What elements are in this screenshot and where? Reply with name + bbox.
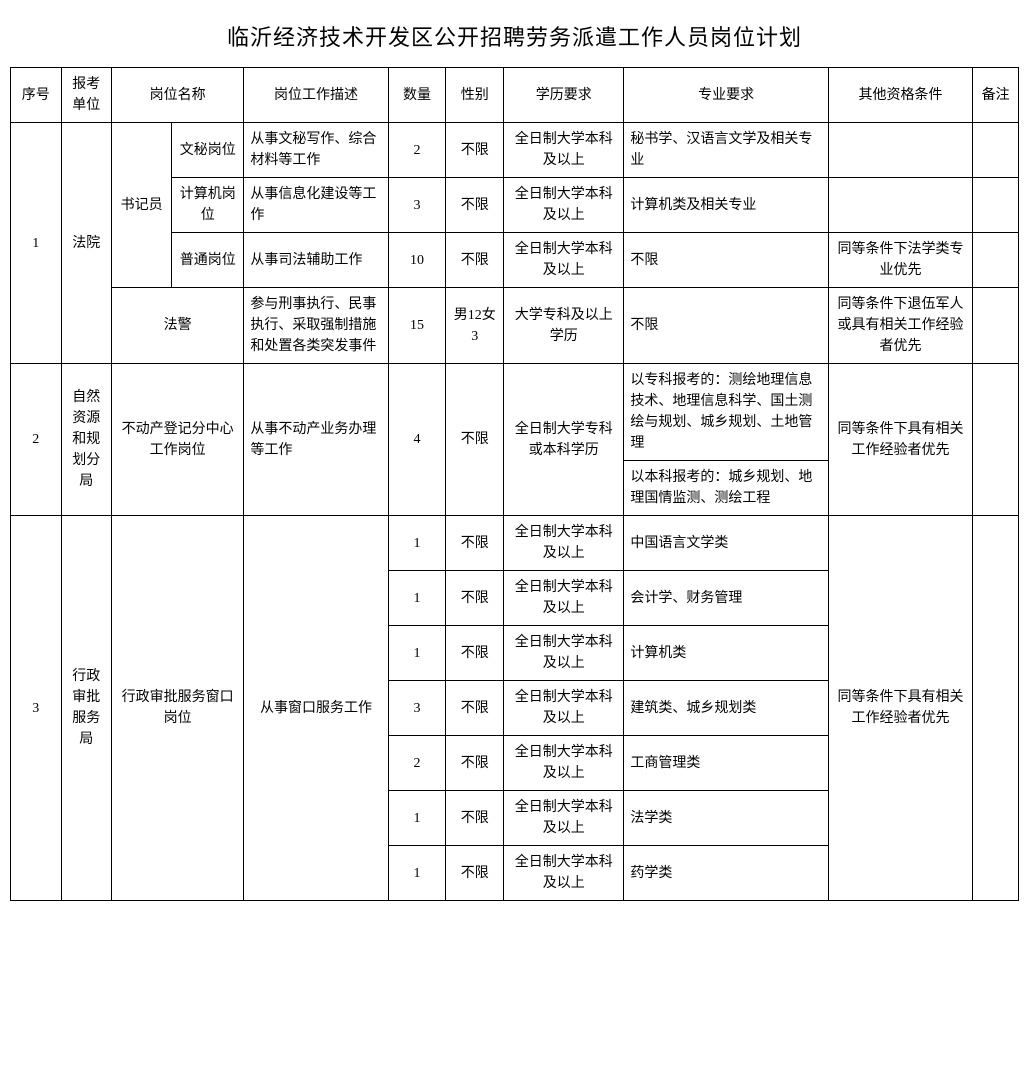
cell-note	[973, 178, 1019, 233]
cell-other: 同等条件下退伍军人或具有相关工作经验者优先	[828, 288, 972, 364]
cell-unit: 自然资源和规划分局	[61, 364, 112, 516]
cell-desc: 从事文秘写作、综合材料等工作	[244, 123, 388, 178]
cell-edu: 全日制大学本科及以上	[504, 571, 624, 626]
cell-desc: 从事不动产业务办理等工作	[244, 364, 388, 516]
cell-qty: 1	[388, 626, 446, 681]
cell-major: 计算机类	[624, 626, 828, 681]
cell-edu: 全日制大学专科或本科学历	[504, 364, 624, 516]
cell-gender: 不限	[446, 233, 504, 288]
cell-edu: 全日制大学本科及以上	[504, 123, 624, 178]
cell-qty: 3	[388, 681, 446, 736]
table-row: 法警 参与刑事执行、民事执行、采取强制措施和处置各类突发事件 15 男12女3 …	[11, 288, 1019, 364]
cell-note	[973, 123, 1019, 178]
header-gender: 性别	[446, 68, 504, 123]
cell-edu: 全日制大学本科及以上	[504, 178, 624, 233]
cell-gender: 不限	[446, 846, 504, 901]
cell-edu: 全日制大学本科及以上	[504, 516, 624, 571]
cell-qty: 1	[388, 516, 446, 571]
cell-qty: 3	[388, 178, 446, 233]
header-major: 专业要求	[624, 68, 828, 123]
cell-note	[973, 233, 1019, 288]
cell-posname: 计算机岗位	[172, 178, 244, 233]
cell-unit: 法院	[61, 123, 112, 364]
cell-major: 计算机类及相关专业	[624, 178, 828, 233]
cell-gender: 不限	[446, 736, 504, 791]
cell-qty: 1	[388, 791, 446, 846]
cell-major: 中国语言文学类	[624, 516, 828, 571]
cell-major: 以专科报考的：测绘地理信息技术、地理信息科学、国土测绘与规划、城乡规划、土地管理	[624, 364, 828, 461]
cell-other: 同等条件下具有相关工作经验者优先	[828, 364, 972, 516]
cell-desc: 从事司法辅助工作	[244, 233, 388, 288]
cell-note	[973, 516, 1019, 901]
cell-gender: 不限	[446, 791, 504, 846]
header-qty: 数量	[388, 68, 446, 123]
cell-qty: 2	[388, 736, 446, 791]
cell-edu: 全日制大学本科及以上	[504, 736, 624, 791]
cell-seq: 3	[11, 516, 62, 901]
cell-gender: 不限	[446, 123, 504, 178]
positions-table: 序号 报考单位 岗位名称 岗位工作描述 数量 性别 学历要求 专业要求 其他资格…	[10, 67, 1019, 901]
cell-qty: 1	[388, 571, 446, 626]
cell-edu: 全日制大学本科及以上	[504, 626, 624, 681]
cell-gender: 不限	[446, 178, 504, 233]
cell-edu: 全日制大学本科及以上	[504, 791, 624, 846]
cell-major: 建筑类、城乡规划类	[624, 681, 828, 736]
cell-major: 以本科报考的：城乡规划、地理国情监测、测绘工程	[624, 461, 828, 516]
cell-desc: 从事窗口服务工作	[244, 516, 388, 901]
cell-major: 不限	[624, 288, 828, 364]
table-header-row: 序号 报考单位 岗位名称 岗位工作描述 数量 性别 学历要求 专业要求 其他资格…	[11, 68, 1019, 123]
cell-seq: 1	[11, 123, 62, 364]
cell-note	[973, 288, 1019, 364]
cell-other	[828, 178, 972, 233]
cell-gender: 男12女3	[446, 288, 504, 364]
cell-edu: 大学专科及以上学历	[504, 288, 624, 364]
cell-edu: 全日制大学本科及以上	[504, 233, 624, 288]
cell-seq: 2	[11, 364, 62, 516]
cell-posname: 不动产登记分中心工作岗位	[112, 364, 244, 516]
cell-desc: 参与刑事执行、民事执行、采取强制措施和处置各类突发事件	[244, 288, 388, 364]
header-seq: 序号	[11, 68, 62, 123]
cell-posname: 文秘岗位	[172, 123, 244, 178]
cell-posname: 法警	[112, 288, 244, 364]
table-row: 3 行政审批服务局 行政审批服务窗口岗位 从事窗口服务工作 1 不限 全日制大学…	[11, 516, 1019, 571]
cell-gender: 不限	[446, 571, 504, 626]
cell-gender: 不限	[446, 516, 504, 571]
cell-other: 同等条件下具有相关工作经验者优先	[828, 516, 972, 901]
cell-major: 药学类	[624, 846, 828, 901]
header-unit: 报考单位	[61, 68, 112, 123]
cell-subgroup: 书记员	[112, 123, 172, 288]
header-desc: 岗位工作描述	[244, 68, 388, 123]
cell-note	[973, 364, 1019, 516]
cell-major: 秘书学、汉语言文学及相关专业	[624, 123, 828, 178]
cell-gender: 不限	[446, 364, 504, 516]
header-other: 其他资格条件	[828, 68, 972, 123]
cell-other: 同等条件下法学类专业优先	[828, 233, 972, 288]
cell-posname: 行政审批服务窗口岗位	[112, 516, 244, 901]
cell-major: 工商管理类	[624, 736, 828, 791]
cell-edu: 全日制大学本科及以上	[504, 846, 624, 901]
header-position: 岗位名称	[112, 68, 244, 123]
cell-other	[828, 123, 972, 178]
table-row: 2 自然资源和规划分局 不动产登记分中心工作岗位 从事不动产业务办理等工作 4 …	[11, 364, 1019, 461]
cell-desc: 从事信息化建设等工作	[244, 178, 388, 233]
cell-posname: 普通岗位	[172, 233, 244, 288]
cell-major: 法学类	[624, 791, 828, 846]
cell-major: 不限	[624, 233, 828, 288]
cell-edu: 全日制大学本科及以上	[504, 681, 624, 736]
header-note: 备注	[973, 68, 1019, 123]
cell-qty: 10	[388, 233, 446, 288]
cell-unit: 行政审批服务局	[61, 516, 112, 901]
cell-major: 会计学、财务管理	[624, 571, 828, 626]
cell-qty: 1	[388, 846, 446, 901]
cell-gender: 不限	[446, 626, 504, 681]
table-row: 1 法院 书记员 文秘岗位 从事文秘写作、综合材料等工作 2 不限 全日制大学本…	[11, 123, 1019, 178]
cell-qty: 2	[388, 123, 446, 178]
cell-qty: 15	[388, 288, 446, 364]
header-edu: 学历要求	[504, 68, 624, 123]
page-title: 临沂经济技术开发区公开招聘劳务派遣工作人员岗位计划	[10, 20, 1019, 52]
cell-gender: 不限	[446, 681, 504, 736]
cell-qty: 4	[388, 364, 446, 516]
